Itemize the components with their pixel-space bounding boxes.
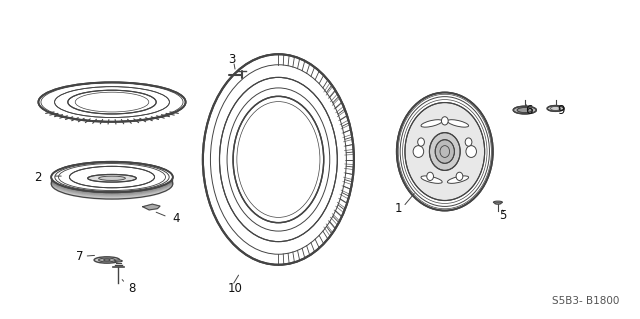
Text: S5B3- B1800: S5B3- B1800 [552,296,620,307]
Ellipse shape [547,106,564,111]
Ellipse shape [427,172,433,181]
Ellipse shape [115,260,122,262]
Ellipse shape [418,138,424,146]
Ellipse shape [435,140,454,163]
Ellipse shape [421,120,442,127]
Ellipse shape [466,145,476,158]
Ellipse shape [429,133,460,170]
Text: 6: 6 [525,104,532,116]
Text: 9: 9 [557,104,564,116]
Ellipse shape [99,258,115,262]
Ellipse shape [447,120,468,127]
Ellipse shape [203,54,354,265]
Ellipse shape [447,176,468,183]
Ellipse shape [397,93,493,211]
Text: 8: 8 [128,282,136,295]
Ellipse shape [51,162,173,192]
Text: 2: 2 [34,171,42,183]
Ellipse shape [54,87,170,117]
Ellipse shape [465,138,472,146]
Ellipse shape [88,174,136,182]
Ellipse shape [456,172,463,181]
Ellipse shape [233,96,324,223]
Ellipse shape [38,82,186,122]
Text: 5: 5 [499,209,507,222]
Ellipse shape [69,166,155,188]
Ellipse shape [421,176,442,183]
Text: 4: 4 [173,212,180,225]
Text: 1: 1 [395,203,403,215]
Ellipse shape [493,201,502,204]
Ellipse shape [495,203,501,204]
Ellipse shape [94,257,120,263]
Ellipse shape [442,117,448,125]
Polygon shape [143,204,160,210]
Text: 3: 3 [228,53,236,65]
Ellipse shape [513,106,536,114]
Ellipse shape [413,145,424,158]
Text: 10: 10 [227,282,242,295]
Ellipse shape [220,78,337,241]
Ellipse shape [99,176,125,181]
Ellipse shape [517,108,532,113]
Ellipse shape [68,90,156,114]
Ellipse shape [405,102,484,201]
Text: 7: 7 [76,250,83,263]
